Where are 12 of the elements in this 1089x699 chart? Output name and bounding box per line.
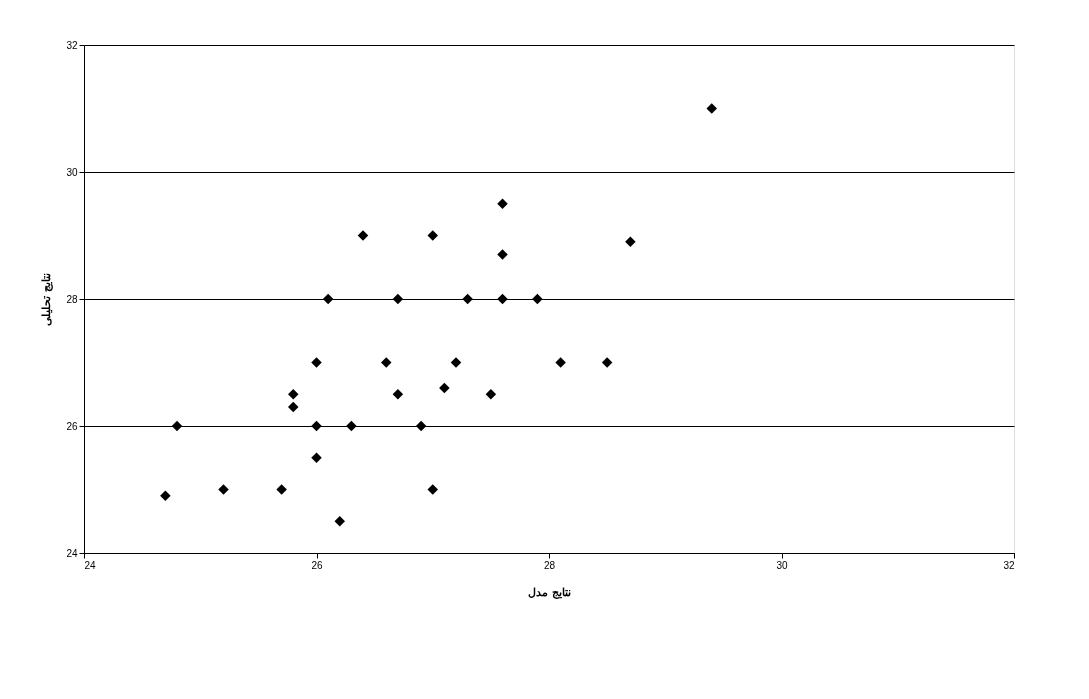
x-tick-label: 28 [543, 559, 556, 571]
x-tick-label: 24 [84, 559, 97, 571]
y-tick-label: 26 [66, 420, 78, 432]
y-axis-title: نتایج تحلیلی [40, 273, 54, 326]
y-tick-label: 30 [66, 166, 78, 178]
x-axis-title: نتایج مدل [528, 585, 571, 599]
x-tick-label: 32 [1003, 559, 1015, 571]
y-tick-label: 28 [66, 293, 78, 305]
x-tick-label: 30 [776, 559, 788, 571]
y-tick-label: 32 [66, 39, 78, 51]
x-tick-label: 26 [311, 559, 323, 571]
y-tick-label: 24 [66, 547, 78, 559]
